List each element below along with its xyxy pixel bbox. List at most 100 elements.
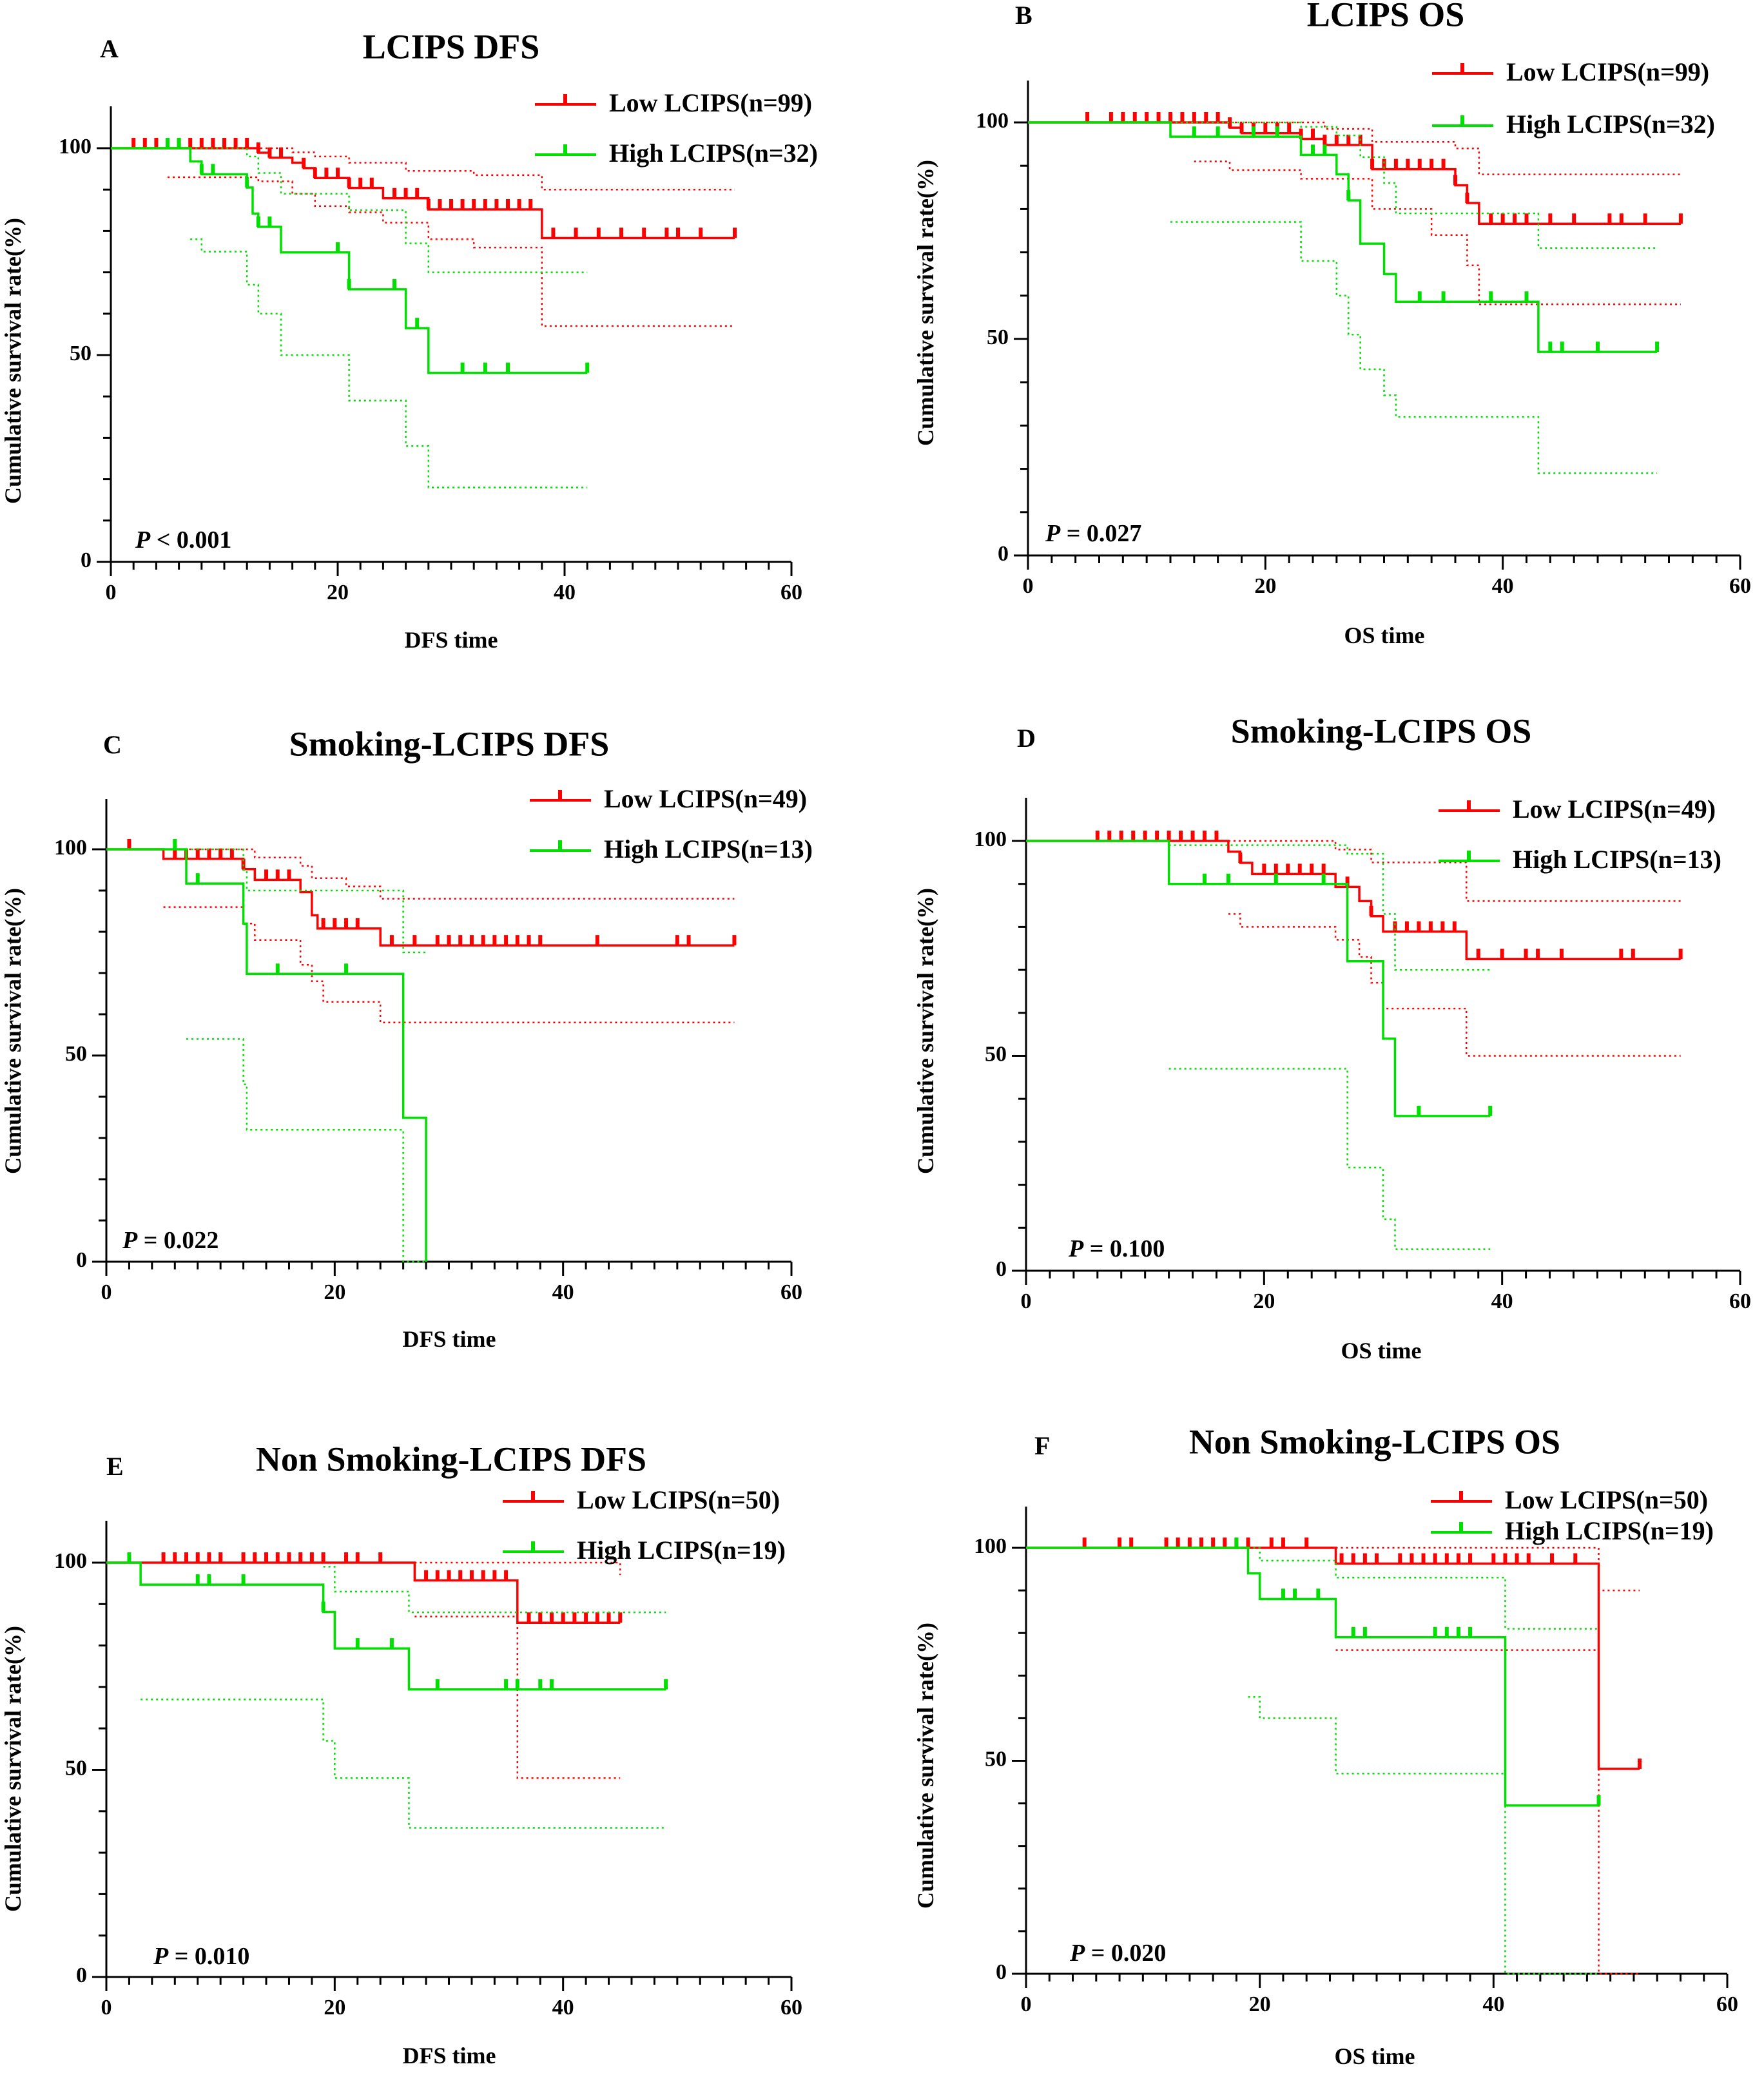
legend-label: Low LCIPS(n=50) [577,1485,780,1514]
x-tick-label: 0 [1021,1289,1032,1313]
chart-title: Non Smoking-LCIPS OS [1189,1422,1560,1461]
ci-upper-line [1230,121,1681,175]
series-high [111,138,590,488]
chart-title: Non Smoking-LCIPS DFS [256,1440,646,1478]
ci-upper-line [323,1566,666,1614]
p-value-text: = 0.010 [168,1943,249,1970]
x-tick-label: 0 [106,581,117,604]
x-tick-label: 20 [1253,1289,1275,1313]
panel-label: B [1015,1,1032,30]
legend-label: High LCIPS(n=32) [609,139,818,168]
chart-title: LCIPS OS [1307,0,1465,34]
y-tick-label: 100 [974,1534,1007,1558]
ci-lower-line [190,238,588,488]
ci-lower-line [1248,1696,1599,1975]
legend-label: Low LCIPS(n=99) [609,88,812,117]
y-axis-label: Cumulative survival rate(%) [0,888,26,1174]
survival-curve [1026,840,1491,1117]
y-tick-label: 0 [81,548,92,572]
p-symbol: P [1068,1235,1084,1262]
chart-panel-d: D Smoking-LCIPS OS 0 20 40 60 0 50 100 OS time Cum… [913,711,1751,1364]
x-tick-label: 20 [324,1996,345,2020]
y-tick-label: 50 [70,342,92,365]
y-tick-label: 0 [76,1248,87,1272]
p-symbol: P [1045,520,1061,547]
ci-lower-line [1228,913,1681,1057]
p-value: P = 0.022 [122,1227,218,1254]
series-high [1026,1538,1601,1975]
p-value: P = 0.020 [1069,1940,1166,1967]
y-tick-label: 0 [998,542,1009,566]
ci-upper-line [414,1561,621,1576]
ci-lower-line [168,176,735,327]
y-tick-label: 100 [54,836,87,860]
legend-label: High LCIPS(n=32) [1506,110,1715,139]
chart-panel-a: A LCIPS DFS 0 20 40 60 0 50 100 DFS time Cumulativ… [0,27,818,653]
series-high [106,839,427,1263]
y-tick-label: 100 [976,109,1009,133]
y-axis-label: Cumulative survival rate(%) [913,160,938,446]
x-tick-label: 40 [552,1996,574,2020]
series-high [106,1552,668,1829]
y-tick-label: 100 [54,1549,87,1573]
y-tick-label: 0 [996,1960,1007,1984]
p-value-text: = 0.022 [137,1227,218,1254]
chart-title: LCIPS DFS [363,27,540,66]
series-low [1028,112,1683,305]
series-high [1026,840,1493,1250]
x-tick-label: 20 [324,1280,345,1304]
y-tick-label: 50 [65,1756,87,1780]
x-tick-label: 40 [1491,1289,1513,1313]
survival-curve [106,848,735,947]
ci-lower-line [1168,1068,1491,1250]
p-value: P = 0.100 [1068,1235,1165,1262]
ci-lower-line [1194,160,1681,305]
x-axis-label: DFS time [403,1326,496,1352]
x-tick-label: 40 [552,1280,574,1304]
chart-panel-b: B LCIPS OS 0 20 40 60 0 50 100 OS time Cumulative … [913,0,1751,648]
survival-curve [1026,1547,1640,1770]
chart-title: Smoking-LCIPS DFS [289,724,610,763]
ci-lower-line [414,1615,621,1779]
p-value-text: = 0.027 [1060,520,1141,547]
ci-lower-line [1335,1649,1640,1975]
x-tick-label: 40 [554,581,576,604]
p-value-text: = 0.100 [1083,1235,1165,1262]
ci-upper-line [163,848,735,900]
ci-upper-line [190,147,588,273]
p-value: P < 0.001 [135,526,231,554]
legend-label: High LCIPS(n=13) [1513,845,1721,874]
panel-label: C [103,730,122,759]
y-tick-label: 0 [76,1963,87,1987]
legend-label: High LCIPS(n=13) [604,834,813,863]
y-tick-label: 50 [987,325,1009,349]
y-axis-label: Cumulative survival rate(%) [913,888,938,1174]
chart-title: Smoking-LCIPS OS [1231,711,1532,750]
x-tick-label: 40 [1482,1992,1504,2016]
survival-curve [106,1561,666,1691]
p-symbol: P [122,1227,138,1254]
x-tick-label: 60 [1716,1992,1738,2016]
ci-lower-line [141,1698,666,1829]
legend-label: Low LCIPS(n=50) [1505,1485,1708,1514]
y-tick-label: 50 [985,1747,1007,1771]
x-tick-label: 20 [1254,574,1276,598]
p-symbol: P [135,526,151,554]
y-tick-label: 50 [65,1042,87,1066]
p-symbol: P [153,1943,169,1970]
series-low [1026,1538,1642,1975]
survival-curve [106,1561,621,1624]
x-tick-label: 0 [1023,574,1034,598]
legend-label: High LCIPS(n=19) [577,1536,786,1565]
x-axis-label: OS time [1341,1338,1422,1364]
ci-upper-line [1170,121,1658,249]
x-axis-label: DFS time [403,2043,496,2068]
chart-panel-c: C Smoking-LCIPS DFS 0 20 40 60 0 50 100 DFS time C… [0,724,813,1352]
ci-upper-line [1168,844,1491,971]
x-axis-label: DFS time [405,627,498,653]
ci-lower-line [186,1038,427,1263]
x-tick-label: 0 [101,1996,112,2020]
legend-label: Low LCIPS(n=49) [604,784,807,813]
y-axis-label: Cumulative survival rate(%) [0,218,26,504]
